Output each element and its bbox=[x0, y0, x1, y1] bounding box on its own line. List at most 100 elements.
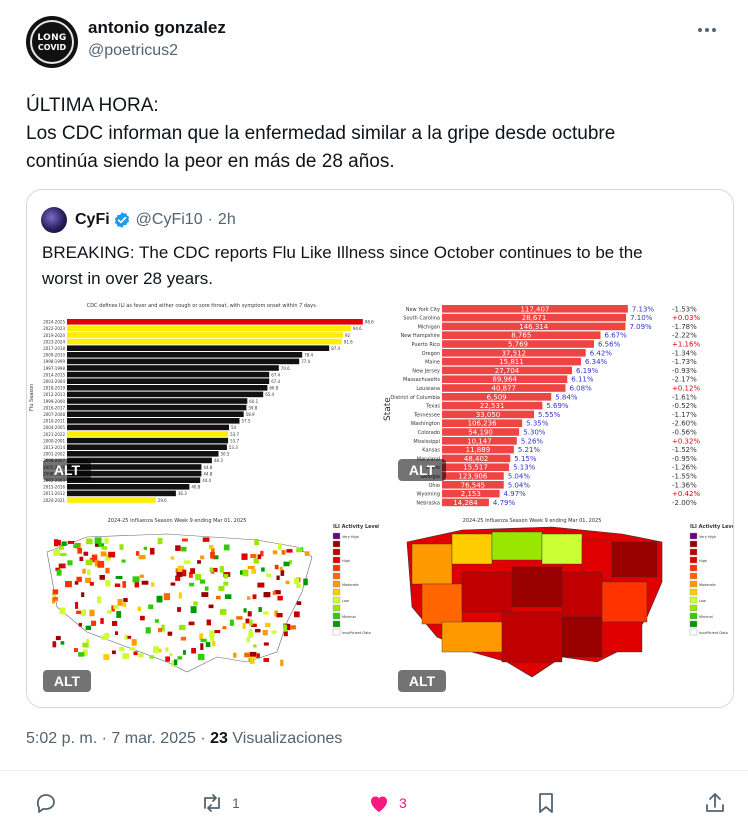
alt-badge[interactable]: ALT bbox=[398, 459, 446, 481]
legend-label: Minimal bbox=[699, 615, 713, 619]
state-count-label: 22,531 bbox=[480, 402, 505, 410]
county-patch bbox=[105, 567, 110, 574]
legend-swatch bbox=[332, 612, 341, 620]
alt-badge[interactable]: ALT bbox=[43, 670, 91, 692]
season-bar bbox=[67, 338, 342, 345]
county-patch bbox=[87, 569, 91, 576]
season-value-label: 87.4 bbox=[331, 346, 340, 351]
county-patch bbox=[182, 569, 187, 577]
county-patch bbox=[247, 611, 252, 617]
season-label: 1998-1999 bbox=[43, 359, 65, 364]
state-bar bbox=[442, 489, 500, 498]
retweet-button[interactable]: 1 bbox=[200, 789, 240, 817]
state-pct-label: 7.10% bbox=[630, 314, 653, 322]
county-patch bbox=[151, 582, 155, 587]
reply-button[interactable] bbox=[34, 789, 58, 817]
heart-icon bbox=[371, 796, 387, 812]
county-patch bbox=[135, 551, 140, 556]
season-bar bbox=[67, 391, 264, 398]
share-icon bbox=[706, 793, 724, 812]
county-patch bbox=[122, 581, 127, 588]
legend-swatch bbox=[689, 580, 698, 588]
county-patch bbox=[157, 538, 163, 545]
alt-badge[interactable]: ALT bbox=[43, 459, 91, 481]
county-patch bbox=[134, 581, 140, 588]
legend-label: Insufficient Data bbox=[699, 631, 728, 635]
county-patch bbox=[254, 628, 261, 633]
county-patch bbox=[161, 624, 165, 632]
season-label: 1999-2000 bbox=[43, 399, 65, 404]
county-patch bbox=[286, 549, 293, 553]
county-patch bbox=[78, 652, 85, 657]
county-patch bbox=[274, 590, 281, 595]
map2-title: 2024-25 Influenza Season Week 9 ending M… bbox=[463, 518, 602, 524]
media-state-map[interactable]: 2024-25 Influenza Season Week 9 ending M… bbox=[382, 512, 733, 707]
season-bar bbox=[67, 451, 219, 457]
county-patch bbox=[91, 620, 97, 626]
season-bar bbox=[67, 411, 244, 417]
season-value-label: 66.8 bbox=[269, 386, 278, 391]
season-label: 2023-2024 bbox=[43, 339, 65, 344]
county-patch bbox=[53, 548, 61, 556]
media-season-chart[interactable]: CDC defines ILI as fever and either coug… bbox=[27, 301, 379, 509]
county-patch bbox=[201, 592, 209, 597]
state-change-label: -1.73% bbox=[672, 358, 697, 366]
quoted-time[interactable]: 2h bbox=[217, 211, 236, 228]
post-timestamp[interactable]: 5:02 p. m. · 7 mar. 2025 · 23 Visualizac… bbox=[26, 730, 342, 748]
state-region bbox=[491, 531, 543, 561]
county-patch bbox=[114, 583, 121, 588]
state-count-label: 40,877 bbox=[492, 385, 517, 393]
county-patch bbox=[64, 580, 72, 588]
quoted-avatar[interactable] bbox=[41, 207, 67, 233]
county-ili-map: 2024-25 Influenza Season Week 9 ending M… bbox=[46, 518, 379, 673]
map1-legend: ILI Activity Level Very High High Moderate L… bbox=[332, 524, 379, 636]
state-count-label: 117,407 bbox=[520, 305, 549, 313]
quoted-display-name[interactable]: CyFi bbox=[75, 211, 110, 228]
county-patch bbox=[61, 541, 67, 546]
bookmark-button[interactable] bbox=[534, 789, 558, 817]
county-patch bbox=[178, 592, 182, 599]
county-patch bbox=[106, 610, 112, 614]
county-patch bbox=[285, 623, 291, 631]
state-label: Massachusetts bbox=[403, 377, 440, 383]
media-state-chart[interactable]: State New York City 117,407 7.13% -1.53% Sou… bbox=[382, 301, 733, 509]
county-patch bbox=[208, 544, 214, 550]
state-count-label: 5,769 bbox=[508, 341, 528, 349]
state-bar bbox=[442, 340, 594, 348]
quoted-post[interactable]: CyFi @CyFi10 · 2h BREAKING: The CDC repo… bbox=[26, 189, 734, 708]
season-value-label: 98.6 bbox=[365, 320, 374, 325]
county-patch bbox=[143, 546, 147, 550]
county-patch bbox=[165, 647, 169, 652]
season-bar bbox=[67, 332, 343, 338]
media-county-map[interactable]: 2024-25 Influenza Season Week 9 ending M… bbox=[27, 512, 379, 707]
county-patch bbox=[177, 656, 183, 660]
alt-badge[interactable]: ALT bbox=[398, 670, 446, 692]
season-label: 2007-2008 bbox=[43, 412, 65, 417]
quoted-handle[interactable]: @CyFi10 bbox=[135, 211, 203, 228]
county-patch bbox=[261, 567, 265, 572]
legend-swatch bbox=[689, 572, 698, 580]
more-options-button[interactable] bbox=[692, 18, 722, 42]
county-patch bbox=[86, 538, 93, 545]
county-patch bbox=[176, 571, 183, 577]
like-button[interactable]: 3 bbox=[367, 789, 407, 817]
season-label: 2019-2020 bbox=[43, 333, 65, 338]
author-avatar[interactable]: LONG COVID bbox=[26, 16, 78, 68]
season-bar bbox=[67, 470, 202, 477]
state-pct-label: 5.15% bbox=[514, 455, 537, 463]
legend-swatch bbox=[332, 540, 341, 548]
county-patch bbox=[206, 619, 212, 626]
county-patch bbox=[296, 548, 303, 553]
county-patch bbox=[148, 604, 154, 610]
county-patch bbox=[191, 647, 197, 654]
state-pct-label: 7.09% bbox=[629, 323, 652, 331]
county-patch bbox=[199, 633, 204, 641]
share-button[interactable] bbox=[703, 789, 727, 817]
county-patch bbox=[197, 653, 205, 661]
author-handle[interactable]: @poetricus2 bbox=[88, 42, 179, 59]
author-display-name[interactable]: antonio gonzalez bbox=[88, 18, 226, 37]
county-patch bbox=[89, 609, 95, 617]
legend-label: Low bbox=[699, 599, 706, 603]
season-label: 2009-2010 bbox=[43, 353, 65, 358]
state-count-label: 11,889 bbox=[466, 446, 491, 454]
